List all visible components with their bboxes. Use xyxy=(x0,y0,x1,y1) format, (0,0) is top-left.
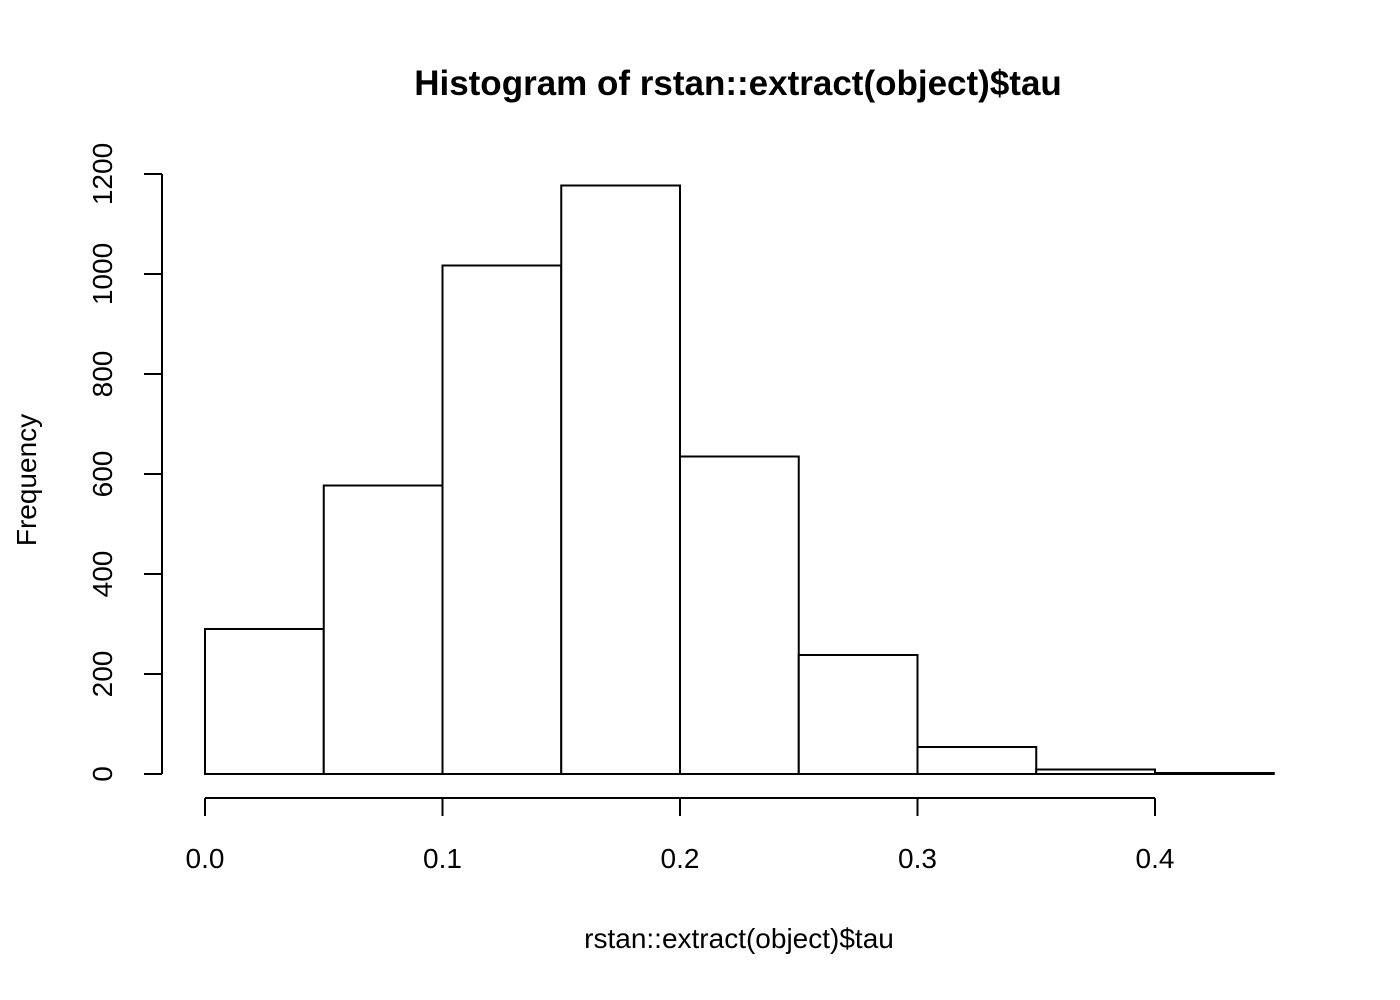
x-tick-label-4: 0.4 xyxy=(1136,843,1175,874)
histogram-bar-7 xyxy=(1035,768,1156,775)
x-tick-label-1: 0.1 xyxy=(423,843,462,874)
y-axis: 0 200 400 600 800 1000 1200 xyxy=(87,143,163,782)
histogram-bar-5 xyxy=(797,654,919,775)
x-axis: 0.0 0.1 0.2 0.3 0.4 xyxy=(186,797,1175,874)
histogram-bar-6 xyxy=(916,746,1038,775)
x-tick-label-0: 0.0 xyxy=(186,843,225,874)
y-tick-label-1: 200 xyxy=(87,651,118,698)
y-axis-label: Frequency xyxy=(11,414,42,546)
histogram-bar-0 xyxy=(204,628,325,775)
y-tick-label-6: 1200 xyxy=(87,143,118,205)
x-axis-label: rstan::extract(object)$tau xyxy=(584,923,894,954)
y-tick-label-5: 1000 xyxy=(87,243,118,305)
histogram-bar-1 xyxy=(322,484,444,775)
histogram-bar-8 xyxy=(1154,772,1275,775)
chart-title: Histogram of rstan::extract(object)$tau xyxy=(414,64,1062,103)
y-tick-label-0: 0 xyxy=(87,766,118,782)
y-tick-label-3: 600 xyxy=(87,451,118,498)
x-tick-label-2: 0.2 xyxy=(661,843,700,874)
histogram-bar-3 xyxy=(560,184,681,775)
y-tick-label-4: 800 xyxy=(87,351,118,398)
histogram-bar-2 xyxy=(441,264,563,775)
histogram-bar-4 xyxy=(679,455,800,775)
x-tick-label-3: 0.3 xyxy=(898,843,937,874)
y-tick-label-2: 400 xyxy=(87,551,118,598)
bars-group xyxy=(204,184,1275,775)
